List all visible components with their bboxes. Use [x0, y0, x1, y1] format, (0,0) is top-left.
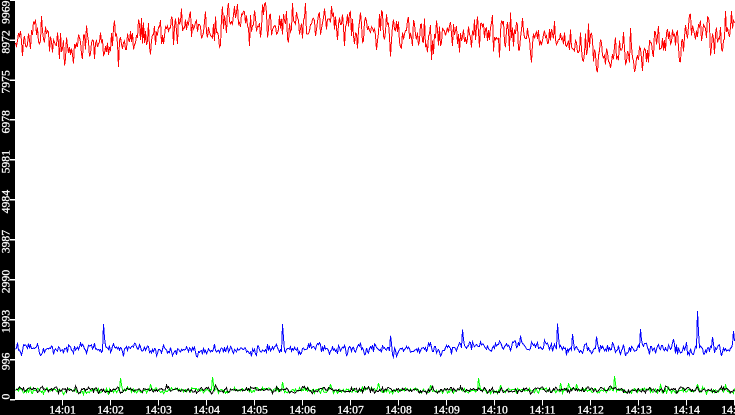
svg-text:2990: 2990	[0, 270, 13, 294]
svg-text:14:04: 14:04	[193, 404, 220, 415]
svg-text:9969: 9969	[0, 0, 13, 24]
svg-text:3987: 3987	[0, 230, 13, 254]
svg-text:1993: 1993	[0, 310, 13, 334]
svg-text:14:12: 14:12	[577, 404, 604, 415]
svg-text:14:09: 14:09	[433, 404, 460, 415]
svg-text:14:07: 14:07	[337, 404, 364, 415]
svg-text:14:14: 14:14	[673, 404, 700, 415]
svg-text:14:15: 14:15	[721, 404, 735, 415]
svg-text:14:06: 14:06	[289, 404, 316, 415]
svg-text:14:02: 14:02	[97, 404, 124, 415]
svg-text:0: 0	[0, 393, 13, 399]
svg-text:5981: 5981	[0, 150, 13, 174]
svg-text:7975: 7975	[0, 70, 13, 94]
svg-text:6978: 6978	[0, 110, 13, 134]
svg-text:8972: 8972	[0, 30, 13, 54]
svg-text:14:10: 14:10	[481, 404, 508, 415]
svg-text:14:08: 14:08	[385, 404, 412, 415]
svg-text:4984: 4984	[0, 190, 13, 214]
svg-text:14:05: 14:05	[241, 404, 268, 415]
svg-text:996: 996	[0, 352, 13, 370]
svg-text:14:03: 14:03	[145, 404, 172, 415]
svg-text:14:01: 14:01	[49, 404, 76, 415]
svg-text:14:11: 14:11	[529, 404, 555, 415]
svg-text:14:13: 14:13	[625, 404, 652, 415]
